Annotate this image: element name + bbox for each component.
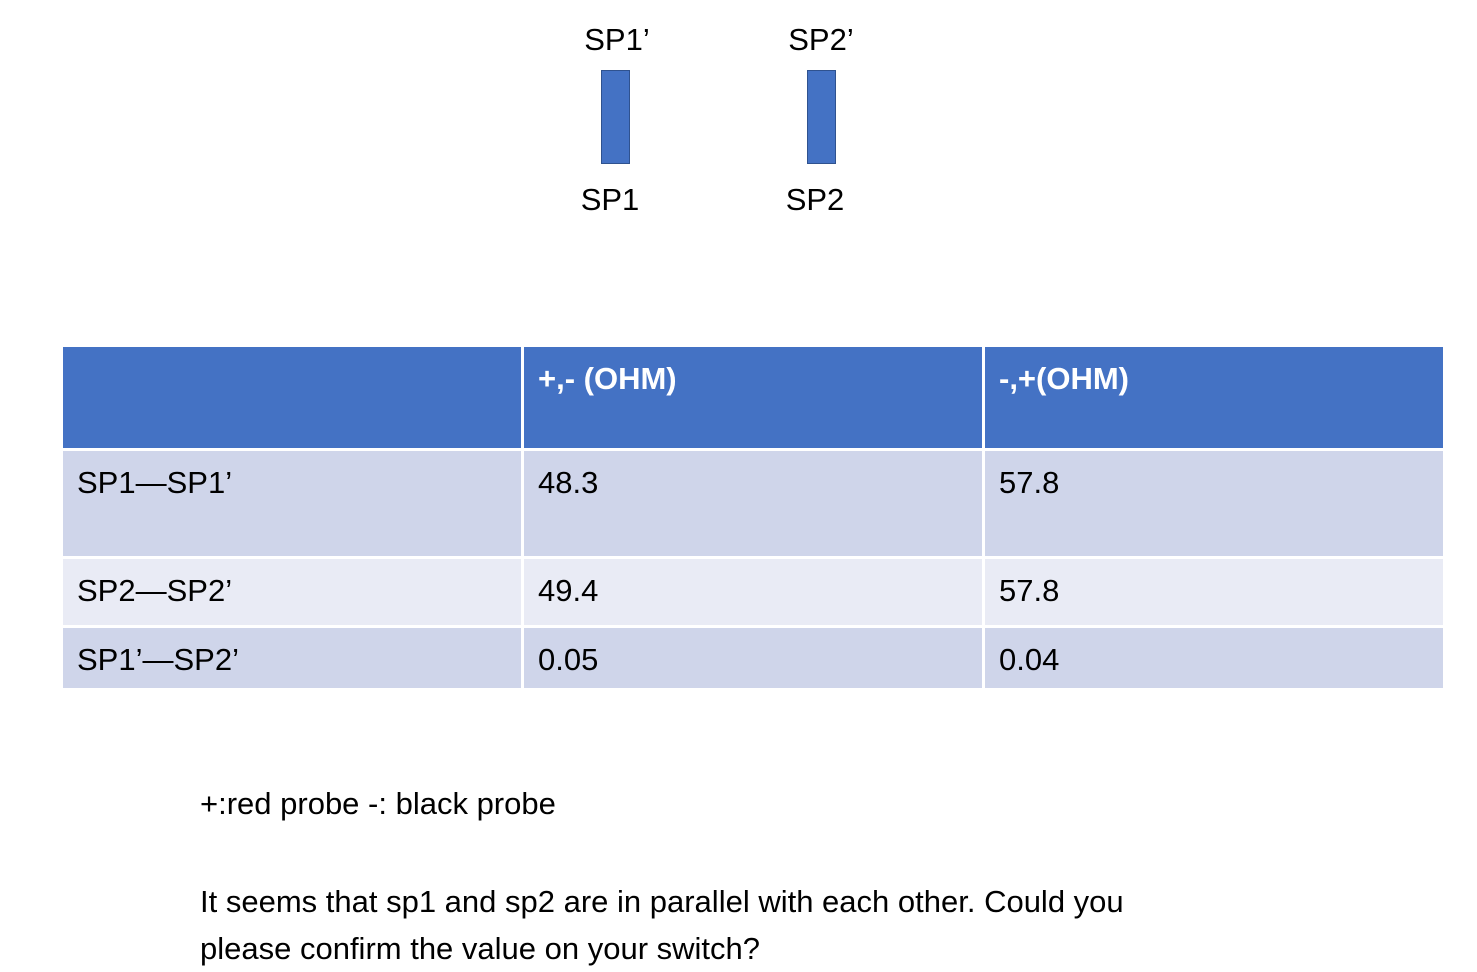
row: SP2—SP2’ 49.4 57.8 [60, 556, 1446, 628]
header-row: +,- (OHM) -,+(OHM) [60, 344, 1446, 451]
cell: 49.4 [521, 556, 985, 628]
header-cell [60, 344, 524, 451]
switch [601, 70, 630, 164]
cell: SP1’—SP2’ [60, 625, 524, 691]
row: SP1’—SP2’ 0.05 0.04 [60, 625, 1446, 691]
switch-top-label: SP1’ [584, 22, 650, 57]
header-cell: +,- (OHM) [521, 344, 985, 451]
switch-bottom-label: SP1 [580, 182, 640, 217]
switch [807, 70, 836, 164]
cell: 0.05 [521, 625, 985, 691]
cell: 57.8 [982, 556, 1446, 628]
measurement-table: +,- (OHM) -,+(OHM) SP1—SP1’ 48.3 57.8 SP… [60, 344, 1446, 691]
cell: 57.8 [982, 448, 1446, 559]
cell: 0.04 [982, 625, 1446, 691]
cell: SP2—SP2’ [60, 556, 524, 628]
cell: 48.3 [521, 448, 985, 559]
probe-legend: +:red probe -: black probe [200, 786, 556, 821]
question: It seems that sp1 and sp2 are in paralle… [200, 884, 1124, 966]
switch-bottom-label: SP2 [785, 182, 845, 217]
switch-top-label: SP2’ [788, 22, 854, 57]
row: SP1—SP1’ 48.3 57.8 [60, 448, 1446, 559]
header-cell: -,+(OHM) [982, 344, 1446, 451]
cell: SP1—SP1’ [60, 448, 524, 559]
